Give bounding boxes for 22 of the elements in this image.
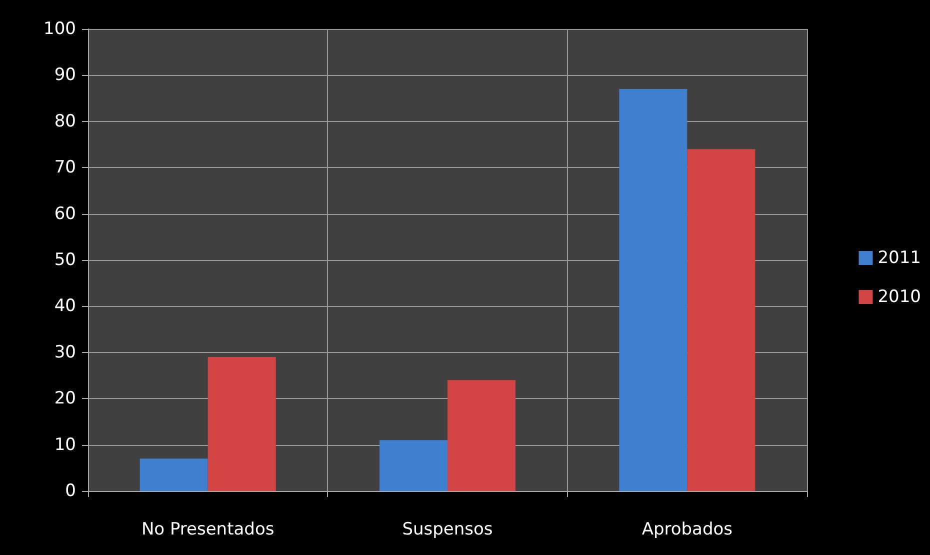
legend-label: 2011 <box>878 248 921 268</box>
y-tick-label: 100 <box>44 19 76 39</box>
x-tick-label: Suspensos <box>402 520 493 540</box>
bar <box>448 380 516 491</box>
y-tick-label: 60 <box>54 204 76 224</box>
bar <box>208 357 276 491</box>
x-tick-label: Aprobados <box>642 520 733 540</box>
y-tick-label: 80 <box>54 111 76 132</box>
y-tick-label: 0 <box>65 481 76 501</box>
y-tick-label: 20 <box>54 388 76 409</box>
bar <box>619 89 688 491</box>
x-tick-label: No Presentados <box>141 520 274 540</box>
bar <box>380 440 448 491</box>
bar <box>687 149 756 491</box>
y-tick-label: 50 <box>54 250 76 270</box>
bar <box>140 458 208 491</box>
y-tick-label: 30 <box>54 342 76 362</box>
legend-label: 2010 <box>878 287 921 307</box>
y-tick-label: 70 <box>54 158 76 178</box>
y-tick-label: 10 <box>54 434 76 455</box>
y-tick-label: 90 <box>54 65 76 86</box>
y-tick-label: 40 <box>54 296 76 316</box>
